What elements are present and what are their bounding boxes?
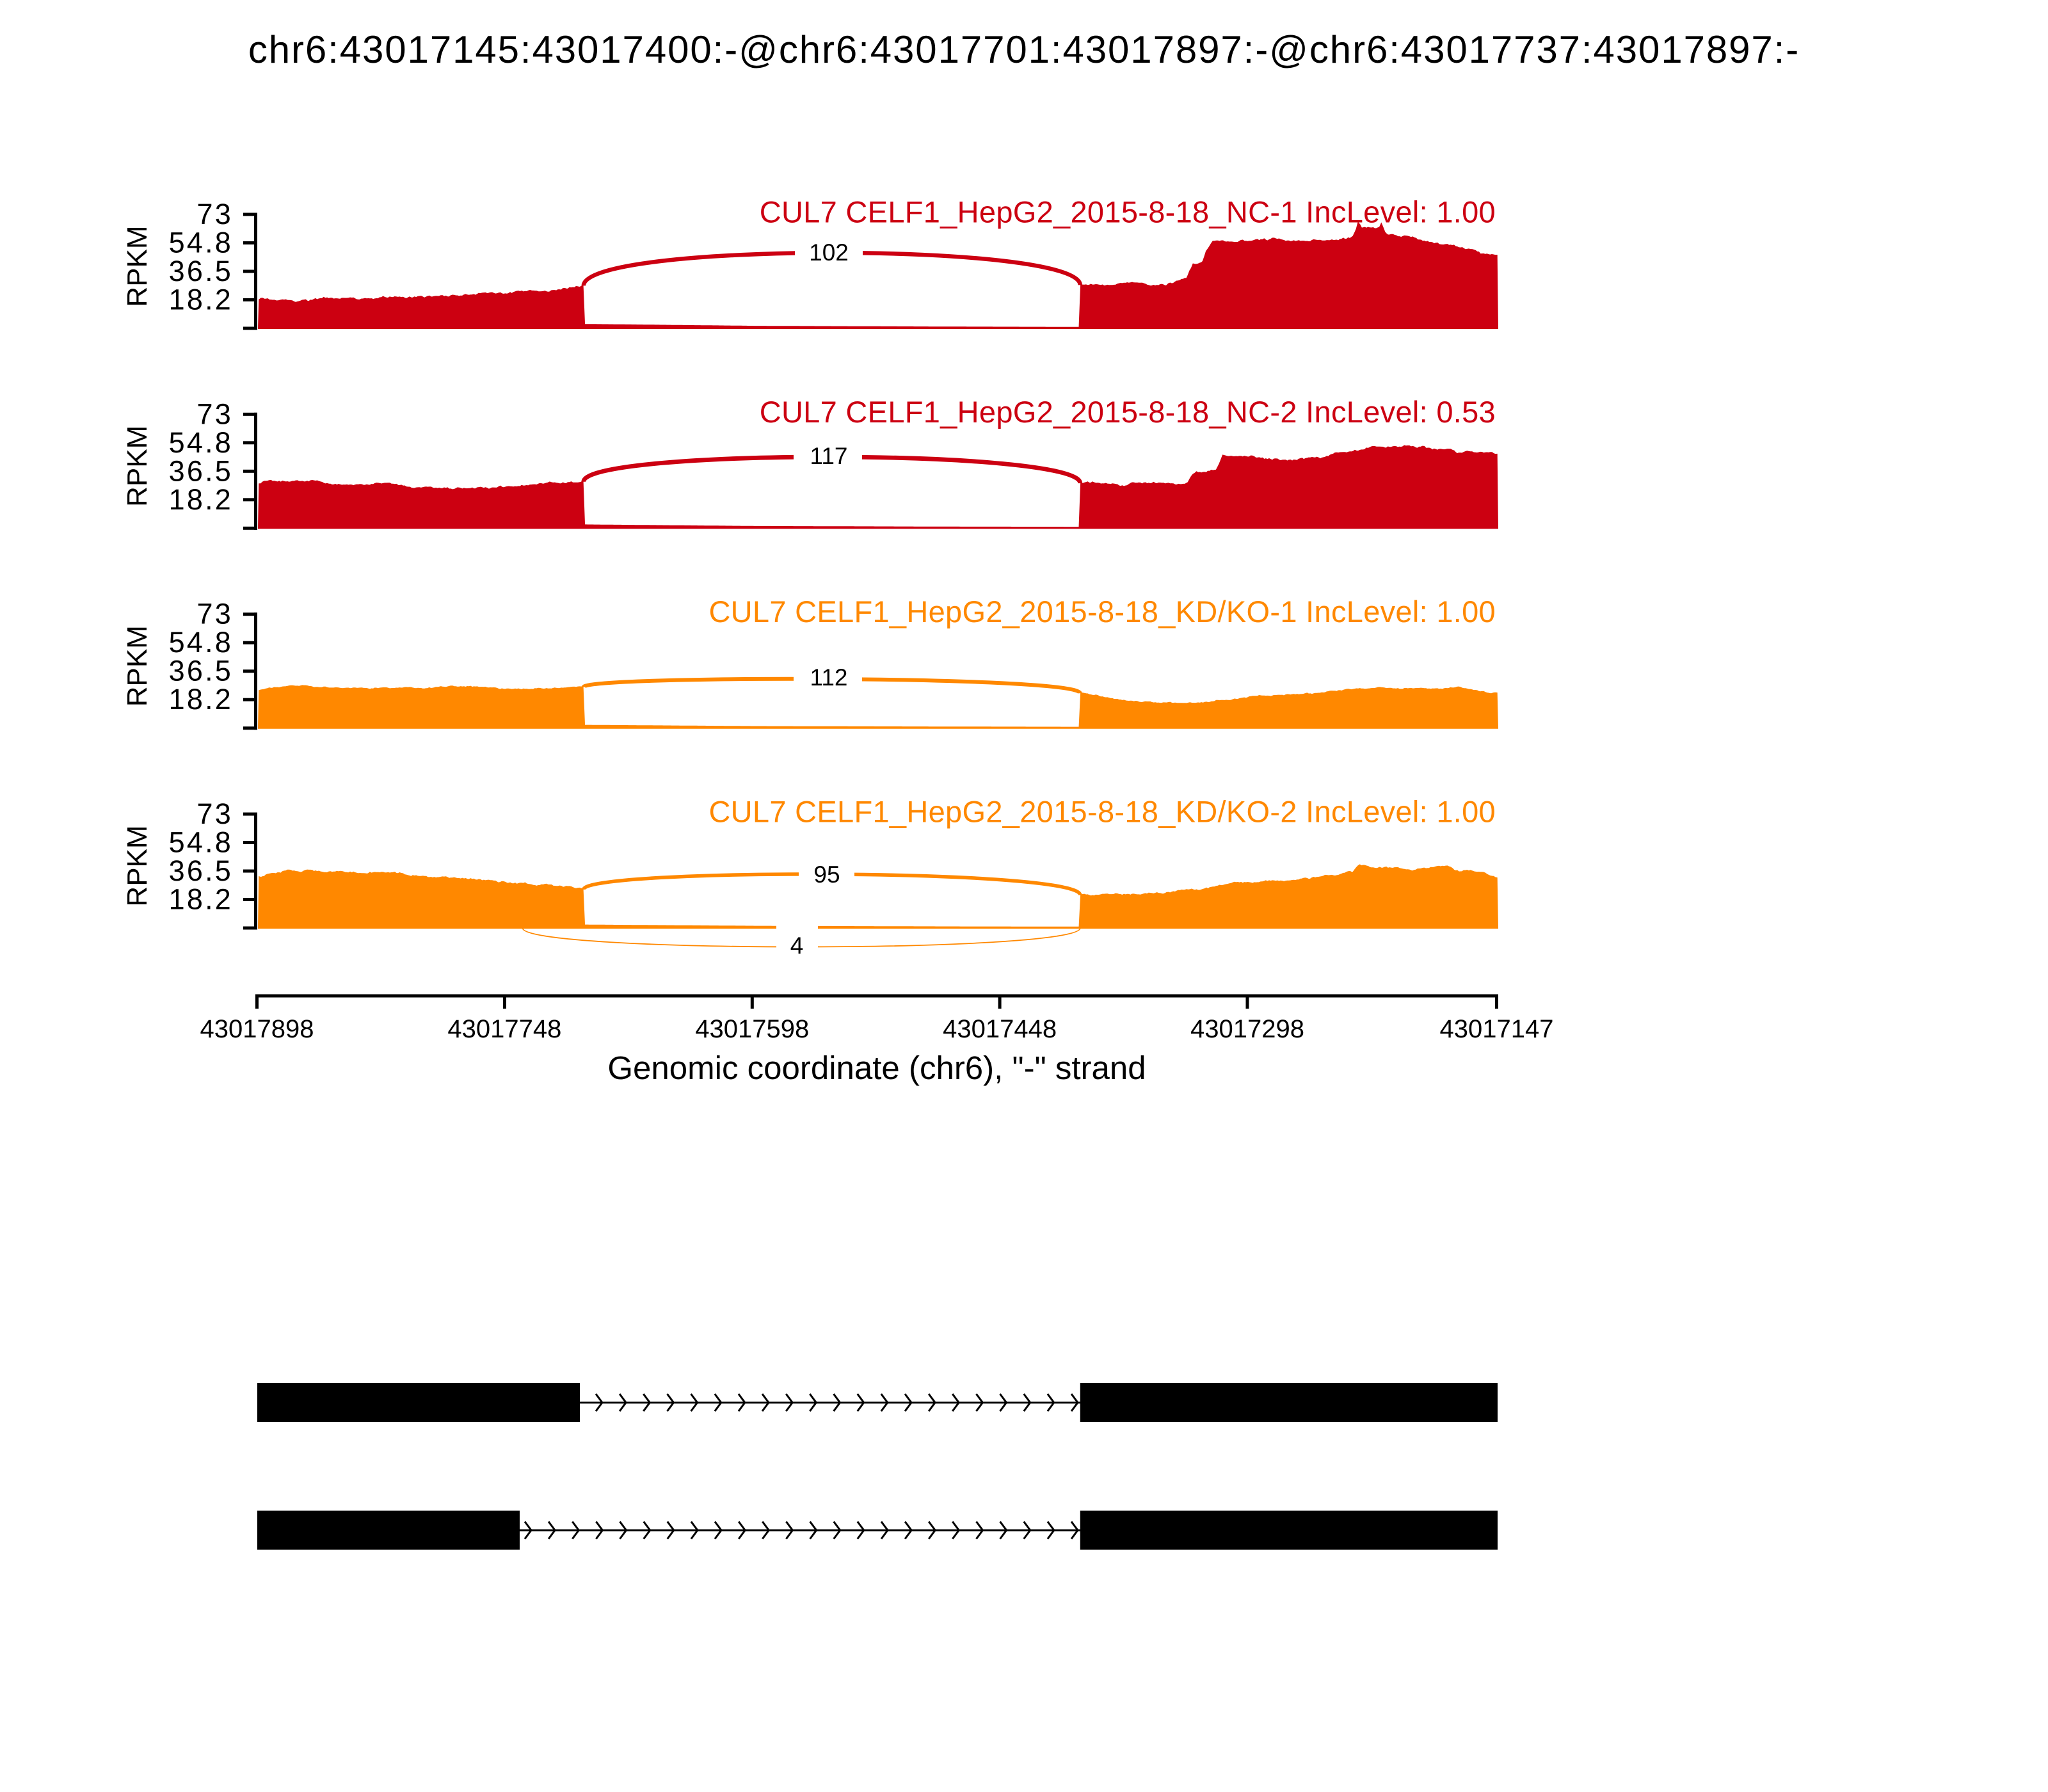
svg-text:18.2: 18.2 (169, 483, 233, 516)
svg-text:18.2: 18.2 (169, 284, 233, 316)
svg-text:chr6:43017145:43017400:-@chr6:: chr6:43017145:43017400:-@chr6:43017701:4… (248, 28, 1800, 71)
svg-text:RPKM: RPKM (122, 426, 153, 507)
svg-text:RPKM: RPKM (122, 825, 153, 906)
svg-text:95: 95 (813, 861, 840, 888)
svg-text:RPKM: RPKM (122, 225, 153, 307)
svg-text:CUL7 CELF1_HepG2_2015-8-18_NC-: CUL7 CELF1_HepG2_2015-8-18_NC-1 IncLevel… (760, 195, 1496, 229)
svg-text:CUL7 CELF1_HepG2_2015-8-18_KD/: CUL7 CELF1_HepG2_2015-8-18_KD/KO-1 IncLe… (708, 595, 1496, 628)
svg-text:73: 73 (197, 198, 233, 230)
svg-text:36.5: 36.5 (169, 454, 233, 487)
svg-text:117: 117 (810, 443, 848, 469)
svg-text:4: 4 (790, 932, 804, 959)
svg-text:43017898: 43017898 (200, 1015, 314, 1043)
svg-text:RPKM: RPKM (122, 625, 153, 707)
svg-text:36.5: 36.5 (169, 655, 233, 687)
svg-text:43017448: 43017448 (943, 1015, 1057, 1043)
svg-text:54.8: 54.8 (169, 227, 233, 259)
svg-text:102: 102 (809, 239, 849, 266)
svg-text:36.5: 36.5 (169, 854, 233, 887)
svg-text:43017748: 43017748 (447, 1015, 561, 1043)
svg-text:73: 73 (197, 397, 233, 430)
svg-text:CUL7 CELF1_HepG2_2015-8-18_NC-: CUL7 CELF1_HepG2_2015-8-18_NC-2 IncLevel… (760, 395, 1496, 429)
svg-text:54.8: 54.8 (169, 626, 233, 659)
svg-text:CUL7 CELF1_HepG2_2015-8-18_KD/: CUL7 CELF1_HepG2_2015-8-18_KD/KO-2 IncLe… (708, 795, 1496, 829)
svg-text:43017598: 43017598 (695, 1015, 809, 1043)
svg-text:112: 112 (810, 664, 848, 691)
svg-text:36.5: 36.5 (169, 255, 233, 287)
svg-text:73: 73 (197, 797, 233, 830)
svg-text:18.2: 18.2 (169, 683, 233, 716)
svg-text:54.8: 54.8 (169, 426, 233, 459)
svg-text:18.2: 18.2 (169, 883, 233, 916)
svg-text:Genomic coordinate (chr6), "-": Genomic coordinate (chr6), "-" strand (607, 1050, 1146, 1086)
svg-text:43017147: 43017147 (1440, 1015, 1554, 1043)
svg-text:43017298: 43017298 (1190, 1015, 1304, 1043)
svg-text:73: 73 (197, 598, 233, 630)
svg-text:54.8: 54.8 (169, 826, 233, 859)
